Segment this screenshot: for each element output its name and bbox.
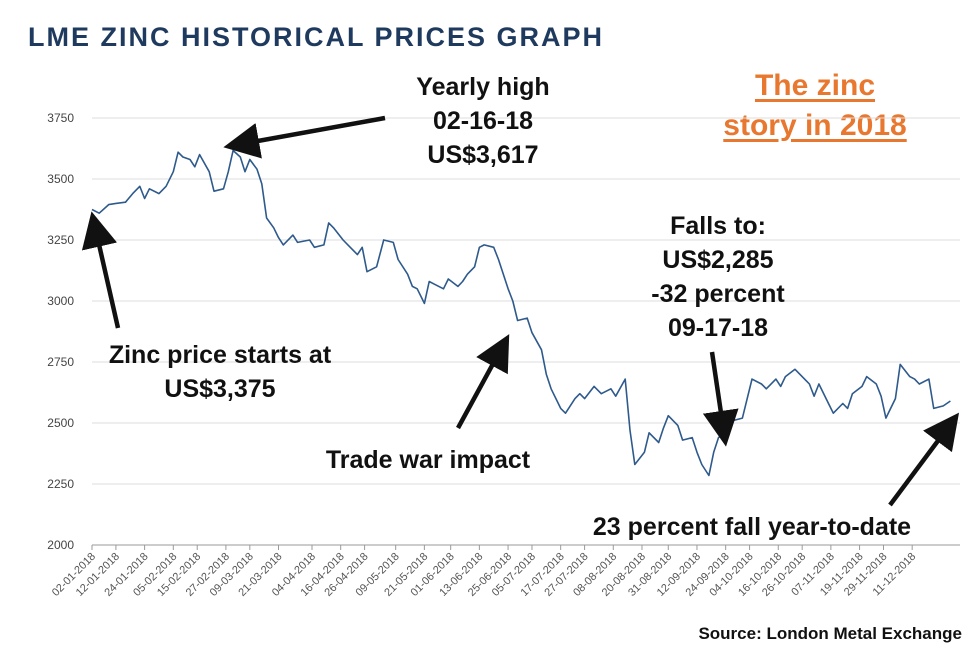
annotation-text: Falls to: bbox=[670, 212, 766, 240]
annotation-text: Zinc price starts at bbox=[109, 341, 332, 369]
y-tick-label: 3000 bbox=[47, 294, 74, 308]
subtitle-line-2: story in 2018 bbox=[723, 109, 907, 142]
annotation-text: 23 percent fall year-to-date bbox=[593, 513, 911, 541]
subtitle-line-1: The zinc bbox=[754, 69, 875, 102]
annotation-arrow bbox=[702, 351, 739, 447]
y-tick-label: 2250 bbox=[47, 477, 74, 491]
chart-title: LME ZINC HISTORICAL PRICES GRAPH bbox=[28, 22, 605, 52]
annotation-text: US$3,617 bbox=[427, 141, 538, 169]
y-tick-label: 3750 bbox=[47, 111, 74, 125]
chart-subtitle: The zinc story in 2018 bbox=[660, 66, 970, 146]
annotation-arrow bbox=[223, 115, 386, 159]
y-tick-label: 2750 bbox=[47, 355, 74, 369]
annotation-arrow bbox=[888, 412, 960, 507]
annotation-text: Trade war impact bbox=[326, 446, 531, 474]
annotation-text: 09-17-18 bbox=[668, 314, 768, 342]
annotation-arrows bbox=[81, 115, 960, 507]
y-tick-label: 2000 bbox=[47, 538, 74, 552]
y-tick-label: 2500 bbox=[47, 416, 74, 430]
annotation-text: -32 percent bbox=[651, 280, 785, 308]
zinc-price-line bbox=[91, 149, 951, 477]
annotation-arrow bbox=[81, 211, 121, 329]
annotation-text: Yearly high bbox=[416, 73, 549, 101]
y-axis-ticks: 2000 2250 2500 2750 3000 3250 3500 3750 bbox=[47, 111, 74, 552]
annotation-text: US$2,285 bbox=[662, 246, 773, 274]
y-tick-label: 3250 bbox=[47, 233, 74, 247]
annotation-text: 02-16-18 bbox=[433, 107, 533, 135]
gridlines bbox=[92, 117, 960, 546]
x-axis-ticks: 02-01-201812-01-201824-01-201805-02-2018… bbox=[50, 545, 918, 599]
y-tick-label: 3500 bbox=[47, 172, 74, 186]
source-note: Source: London Metal Exchange bbox=[698, 624, 962, 643]
annotation-text: US$3,375 bbox=[164, 375, 275, 403]
annotations: Yearly high 02-16-18 US$3,617 Zinc price st… bbox=[109, 73, 911, 541]
annotation-arrow bbox=[456, 334, 510, 430]
